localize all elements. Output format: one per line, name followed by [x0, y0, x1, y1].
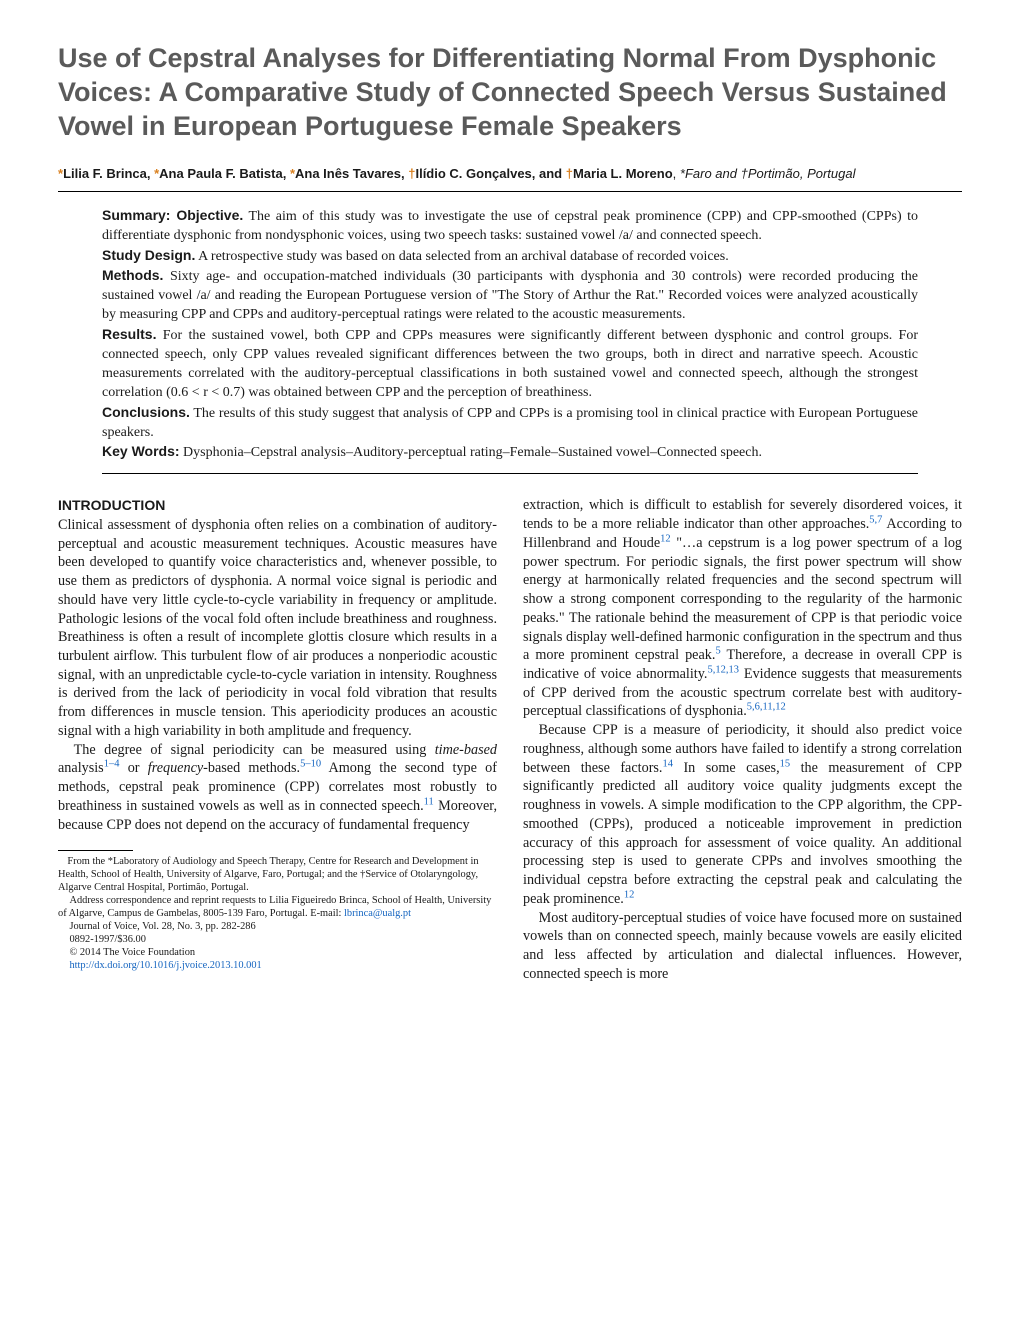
journal-citation: Journal of Voice, Vol. 28, No. 3, pp. 28…: [58, 920, 497, 933]
abstract-block: Summary: Objective. The aim of this stud…: [102, 206, 918, 475]
conclusions: The results of this study suggest that a…: [102, 406, 918, 440]
results: For the sustained vowel, both CPP and CP…: [102, 328, 918, 400]
keywords-label: Key Words:: [102, 443, 180, 459]
methods: Sixty age- and occupation-matched indivi…: [102, 269, 918, 322]
correspondence-footnote: Address correspondence and reprint reque…: [58, 894, 497, 920]
author-name: Ana Paula F. Batista: [159, 166, 283, 181]
citation-link[interactable]: 5,7: [869, 514, 882, 525]
footnotes: From the *Laboratory of Audiology and Sp…: [58, 855, 497, 972]
author-line: *Lilia F. Brinca, *Ana Paula F. Batista,…: [58, 165, 962, 192]
email-link[interactable]: lbrinca@ualg.pt: [344, 908, 411, 919]
section-heading-introduction: INTRODUCTION: [58, 496, 497, 514]
citation-link[interactable]: 12: [660, 533, 671, 544]
left-column: INTRODUCTION Clinical assessment of dysp…: [58, 496, 497, 983]
author-name: Maria L. Moreno: [573, 166, 673, 181]
conclusions-label: Conclusions.: [102, 404, 190, 420]
doi-link[interactable]: http://dx.doi.org/10.1016/j.jvoice.2013.…: [69, 960, 261, 971]
summary-objective-label: Summary: Objective.: [102, 207, 243, 223]
citation-link[interactable]: 14: [662, 758, 673, 769]
citation-link[interactable]: 15: [780, 758, 791, 769]
study-design-label: Study Design.: [102, 247, 195, 263]
citation-link[interactable]: 1–4: [104, 759, 120, 770]
citation-link[interactable]: 11: [424, 796, 434, 807]
study-design: A retrospective study was based on data …: [195, 249, 728, 264]
citation-link[interactable]: 5,6,11,12: [747, 702, 786, 713]
affiliations: *Faro and †Portimão, Portugal: [680, 166, 856, 181]
intro-paragraph: Clinical assessment of dysphonia often r…: [58, 516, 497, 741]
copyright: © 2014 The Voice Foundation: [58, 946, 497, 959]
affiliation-footnote: From the *Laboratory of Audiology and Sp…: [58, 855, 497, 894]
article-title: Use of Cepstral Analyses for Differentia…: [58, 42, 962, 143]
results-label: Results.: [102, 326, 156, 342]
keywords: Dysphonia–Cepstral analysis–Auditory-per…: [180, 445, 762, 460]
issn: 0892-1997/$36.00: [58, 933, 497, 946]
body-columns: INTRODUCTION Clinical assessment of dysp…: [58, 496, 962, 983]
citation-link[interactable]: 5,12,13: [707, 664, 739, 675]
author-name: Ana Inês Tavares: [295, 166, 401, 181]
intro-paragraph: The degree of signal periodicity can be …: [58, 741, 497, 835]
aff-mark: †: [566, 166, 573, 181]
citation-link[interactable]: 12: [624, 889, 635, 900]
right-column: extraction, which is difficult to establ…: [523, 496, 962, 983]
author-name: Lilia F. Brinca: [63, 166, 147, 181]
footnote-separator: [58, 850, 133, 851]
citation-link[interactable]: 5–10: [300, 759, 321, 770]
methods-label: Methods.: [102, 267, 163, 283]
author-name: Ilídio C. Gonçalves: [415, 166, 531, 181]
intro-paragraph: Because CPP is a measure of periodicity,…: [523, 721, 962, 908]
intro-paragraph: Most auditory-perceptual studies of voic…: [523, 909, 962, 984]
intro-paragraph: extraction, which is difficult to establ…: [523, 496, 962, 721]
